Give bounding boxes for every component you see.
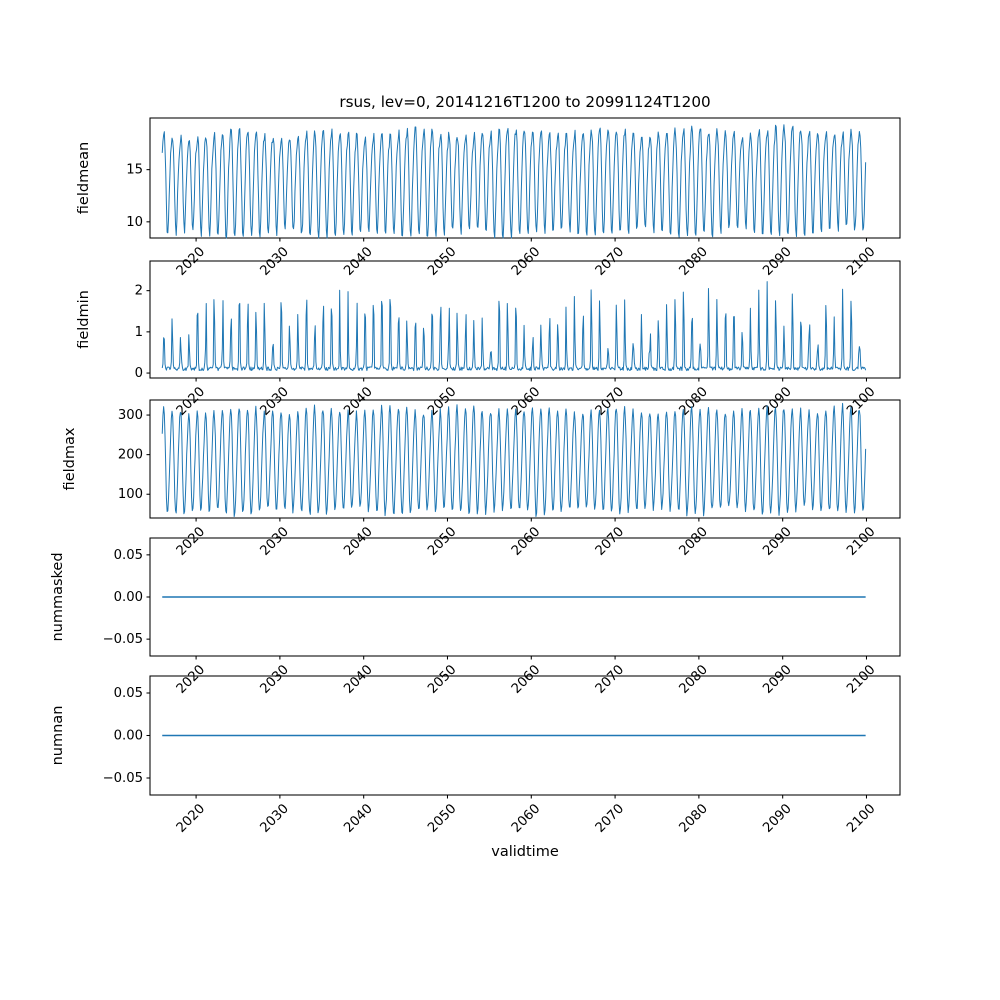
x-tick-label-fieldmean-4: 2060 [509, 244, 543, 278]
chart-title: rsus, lev=0, 20141216T1200 to 20991124T1… [339, 93, 710, 111]
x-tick-label-fieldmean-8: 2100 [844, 244, 878, 278]
y-tick-label-numnan-2: 0.05 [114, 686, 143, 701]
y-tick-label-fieldmax-0: 100 [118, 487, 143, 502]
x-tick-label-fieldmin-1: 2030 [258, 384, 292, 418]
y-tick-label-nummasked-0: −0.05 [103, 632, 143, 647]
x-tick-label-fieldmin-7: 2090 [760, 384, 794, 418]
y-tick-label-fieldmin-1: 1 [135, 325, 143, 340]
x-tick-label-fieldmean-5: 2070 [593, 244, 627, 278]
y-tick-label-fieldmax-1: 200 [118, 448, 143, 463]
data-series-fieldmax [161, 402, 867, 518]
panel-fieldmin: 0 1 2 2020 2030 2040 2050 2060 2070 2080 2090 2100 f… [76, 260, 901, 419]
x-axis-label: validtime [491, 844, 559, 860]
x-tick-label-fieldmax-6: 2080 [677, 524, 711, 558]
x-tick-label-fieldmin-2: 2040 [341, 384, 375, 418]
x-tick-label-numnan-4: 2060 [509, 801, 543, 835]
y-axis-label-numnan: numnan [50, 706, 66, 766]
panel-fieldmax: 100 200 300 2020 2030 2040 2050 2060 2070 2080 209… [62, 399, 901, 559]
x-tick-label-fieldmax-4: 2060 [509, 524, 543, 558]
x-tick-label-fieldmax-0: 2020 [174, 524, 208, 558]
y-tick-label-fieldmin-2: 2 [135, 284, 143, 299]
x-tick-label-fieldmean-6: 2080 [677, 244, 711, 278]
x-tick-label-nummasked-5: 2070 [593, 662, 627, 696]
x-tick-label-nummasked-3: 2050 [425, 662, 459, 696]
y-tick-label-numnan-1: 0.00 [114, 729, 143, 744]
data-series-fieldmin [161, 281, 867, 372]
x-tick-label-nummasked-6: 2080 [677, 662, 711, 696]
x-tick-label-nummasked-0: 2020 [174, 662, 208, 696]
y-tick-label-fieldmean-1: 15 [126, 163, 143, 178]
y-tick-label-fieldmean-0: 10 [126, 215, 143, 230]
x-tick-label-fieldmax-5: 2070 [593, 524, 627, 558]
x-tick-label-numnan-1: 2030 [258, 801, 292, 835]
x-tick-label-numnan-3: 2050 [425, 801, 459, 835]
y-tick-label-fieldmax-2: 300 [118, 408, 143, 423]
x-tick-label-fieldmean-3: 2050 [425, 244, 459, 278]
x-tick-label-fieldmean-2: 2040 [341, 244, 375, 278]
x-tick-label-nummasked-7: 2090 [760, 662, 794, 696]
panel-nummasked: −0.05 0.00 0.05 2020 2030 2040 2050 2060 2070 208… [50, 537, 901, 697]
x-tick-label-nummasked-2: 2040 [341, 662, 375, 696]
x-tick-label-fieldmin-8: 2100 [844, 384, 878, 418]
x-tick-label-numnan-2: 2040 [341, 801, 375, 835]
x-tick-label-nummasked-1: 2030 [258, 662, 292, 696]
x-tick-label-fieldmin-6: 2080 [677, 384, 711, 418]
y-tick-label-nummasked-2: 0.05 [114, 548, 143, 563]
x-tick-label-numnan-7: 2090 [760, 801, 794, 835]
y-tick-label-fieldmin-0: 0 [135, 366, 143, 381]
x-tick-label-fieldmax-2: 2040 [341, 524, 375, 558]
x-tick-label-fieldmin-5: 2070 [593, 384, 627, 418]
x-tick-label-fieldmax-1: 2030 [258, 524, 292, 558]
x-tick-label-fieldmin-4: 2060 [509, 384, 543, 418]
x-tick-label-nummasked-8: 2100 [844, 662, 878, 696]
x-tick-label-fieldmean-0: 2020 [174, 244, 208, 278]
panel-frame-fieldmean [149, 117, 901, 239]
x-tick-label-nummasked-4: 2060 [509, 662, 543, 696]
x-tick-label-numnan-0: 2020 [174, 801, 208, 835]
y-tick-label-nummasked-1: 0.00 [114, 590, 143, 605]
x-tick-label-fieldmin-0: 2020 [174, 384, 208, 418]
x-tick-label-fieldmean-1: 2030 [258, 244, 292, 278]
x-tick-label-fieldmax-7: 2090 [760, 524, 794, 558]
y-axis-label-nummasked: nummasked [50, 552, 66, 641]
x-tick-label-numnan-8: 2100 [844, 801, 878, 835]
x-tick-label-fieldmax-8: 2100 [844, 524, 878, 558]
x-tick-label-fieldmean-7: 2090 [760, 244, 794, 278]
panel-numnan: −0.05 0.00 0.05 2020 2030 2040 2050 2060 2070 208… [50, 675, 901, 836]
y-tick-label-numnan-0: −0.05 [103, 771, 143, 786]
panel-fieldmean: 10 15 2020 2030 2040 2050 2060 2070 2080 2090 2100… [76, 117, 901, 279]
x-tick-label-numnan-5: 2070 [593, 801, 627, 835]
y-axis-label-fieldmin: fieldmin [76, 290, 92, 349]
y-axis-label-fieldmean: fieldmean [76, 142, 92, 214]
panel-frame-fieldmin [149, 260, 901, 379]
x-tick-label-fieldmin-3: 2050 [425, 384, 459, 418]
x-tick-label-numnan-6: 2080 [677, 801, 711, 835]
x-tick-label-fieldmax-3: 2050 [425, 524, 459, 558]
data-series-fieldmean [161, 124, 867, 239]
panel-frame-fieldmax [149, 399, 901, 519]
y-axis-label-fieldmax: fieldmax [62, 427, 78, 490]
